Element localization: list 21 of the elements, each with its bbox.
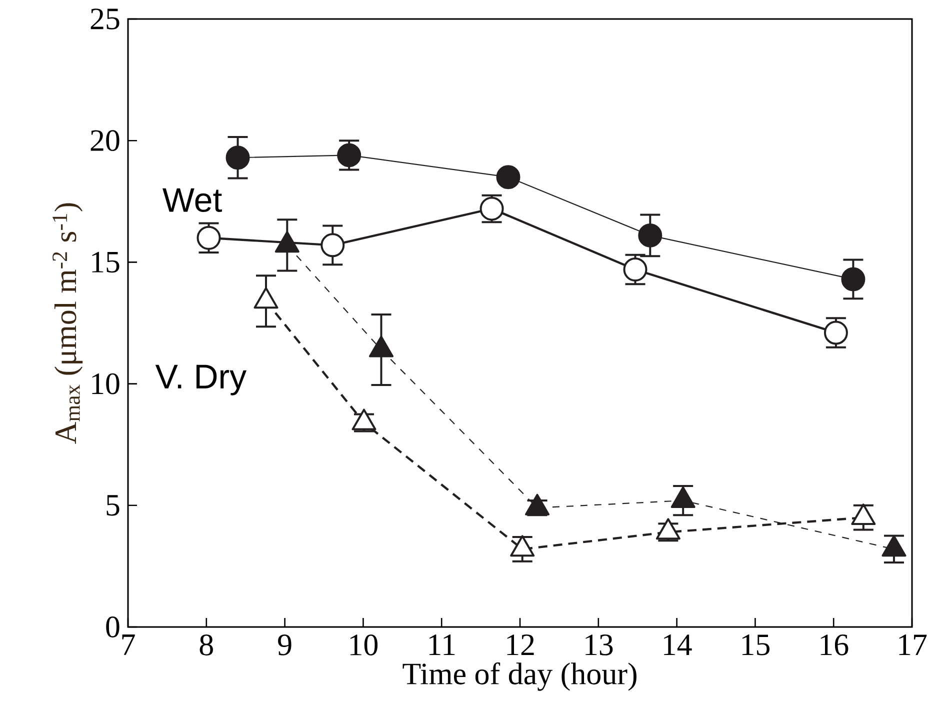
x-tick-label: 8 (200, 634, 213, 656)
x-tick-label: 7 (122, 634, 135, 655)
y-tick-label: 15 (92, 252, 120, 273)
x-tick-label: 14 (664, 634, 692, 655)
annotation: Wet (162, 188, 222, 212)
x-tick-label: 11 (429, 634, 455, 655)
x-tick-label: 13 (586, 634, 613, 656)
y-tick-label: 5 (106, 495, 120, 516)
y-tick-label: 25 (90, 8, 120, 30)
x-tick-label: 9 (278, 634, 292, 656)
y-tick-label: 0 (106, 616, 120, 638)
x-tick-label: 12 (507, 634, 534, 656)
x-axis-title: Time of day (hour) (402, 662, 636, 691)
y-axis-title: A$_{max}$ (μmol m$^{-2}$ s$^{-1}$) (52, 203, 83, 444)
x-tick-label: 10 (350, 634, 378, 656)
y-tick-label: 10 (92, 373, 120, 394)
annotation: V. Dry (155, 364, 247, 396)
x-tick-label: 17 (899, 634, 927, 655)
y-tick-label: 20 (90, 130, 120, 152)
x-tick-label: 15 (742, 634, 770, 656)
x-tick-label: 16 (820, 634, 848, 656)
